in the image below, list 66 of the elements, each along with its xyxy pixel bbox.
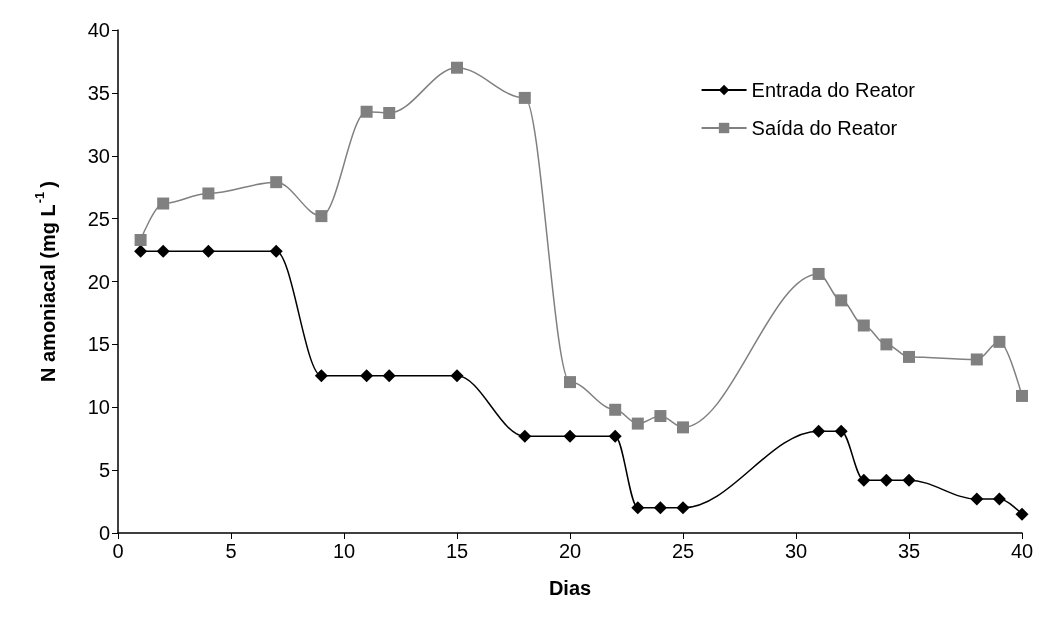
point bbox=[653, 501, 667, 515]
point bbox=[609, 403, 622, 416]
point bbox=[450, 369, 464, 383]
y-tick-label: 25 bbox=[87, 207, 110, 230]
legend-label: Saída do Reator bbox=[751, 117, 898, 139]
point bbox=[1015, 507, 1029, 521]
point bbox=[857, 319, 870, 332]
y-tick-label: 15 bbox=[87, 333, 110, 356]
x-tick-label: 35 bbox=[897, 540, 921, 562]
point bbox=[269, 244, 283, 258]
point bbox=[812, 267, 825, 280]
point bbox=[677, 421, 689, 434]
point bbox=[631, 501, 645, 515]
point bbox=[902, 473, 916, 487]
point bbox=[970, 492, 984, 506]
point bbox=[631, 417, 644, 430]
point bbox=[156, 244, 170, 258]
point bbox=[879, 473, 893, 487]
x-tick-label: 40 bbox=[1010, 540, 1034, 562]
y-tick-label: 35 bbox=[87, 81, 110, 104]
point bbox=[880, 338, 893, 351]
point bbox=[451, 61, 463, 74]
point bbox=[834, 424, 848, 438]
point bbox=[134, 234, 147, 246]
point bbox=[382, 369, 396, 383]
y-tick-label: 10 bbox=[87, 396, 110, 419]
x-tick-label: 0 bbox=[112, 540, 124, 562]
x-axis-title: Dias bbox=[548, 577, 592, 599]
point bbox=[970, 353, 983, 366]
point bbox=[857, 473, 871, 487]
point bbox=[201, 244, 215, 258]
point bbox=[518, 91, 531, 104]
point bbox=[360, 105, 373, 118]
point bbox=[812, 424, 826, 438]
point bbox=[563, 429, 577, 443]
point bbox=[202, 187, 215, 200]
point bbox=[134, 244, 148, 258]
point bbox=[654, 410, 667, 423]
point bbox=[993, 335, 1006, 348]
point bbox=[383, 107, 396, 119]
x-tick-label: 15 bbox=[445, 540, 469, 562]
x-tick-label: 5 bbox=[225, 540, 237, 562]
y-tick-label: 5 bbox=[98, 459, 110, 482]
point bbox=[903, 350, 915, 363]
point bbox=[314, 369, 328, 383]
point bbox=[270, 176, 283, 189]
point bbox=[360, 369, 374, 383]
point bbox=[518, 429, 532, 443]
y-tick-label: 20 bbox=[87, 270, 110, 293]
point bbox=[835, 294, 848, 307]
point bbox=[676, 501, 690, 515]
point bbox=[992, 492, 1006, 506]
y-axis-title: N amoniacal (mg L-1) bbox=[32, 180, 59, 383]
x-tick-label: 30 bbox=[784, 540, 808, 562]
point bbox=[315, 210, 328, 223]
point bbox=[1016, 389, 1028, 402]
y-tick-label: 40 bbox=[87, 19, 110, 41]
point bbox=[564, 376, 576, 389]
y-tick-label: 0 bbox=[98, 522, 110, 544]
point bbox=[608, 429, 622, 443]
x-tick-label: 10 bbox=[332, 540, 356, 562]
legend-label: Entrada do Reator bbox=[751, 79, 916, 101]
x-tick-label: 25 bbox=[671, 540, 695, 562]
point bbox=[157, 197, 170, 210]
y-tick-label: 30 bbox=[87, 144, 110, 167]
x-tick-label: 20 bbox=[558, 540, 582, 562]
